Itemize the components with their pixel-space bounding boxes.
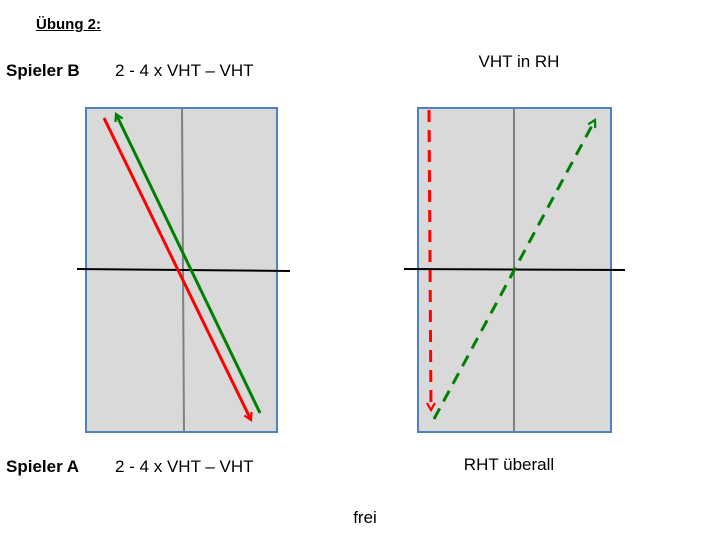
right-table-bottom-caption: RHT überall: [463, 455, 555, 474]
player-b-drill: 2 - 4 x VHT – VHT: [115, 61, 254, 80]
left-table-net: [76, 268, 291, 272]
left-green-arrow: [116, 114, 262, 414]
right-red-dashed-arrow: [429, 109, 431, 410]
left-red-arrow: [102, 117, 251, 420]
player-b-label: Spieler B: [6, 61, 80, 80]
exercise-title: Übung 2:: [36, 16, 101, 33]
footer-text: frei: [353, 508, 377, 527]
left-table: [76, 107, 291, 433]
player-a-label: Spieler A: [6, 457, 80, 476]
right-green-dashed-arrow: [432, 120, 597, 420]
player-a-drill: 2 - 4 x VHT – VHT: [115, 457, 254, 476]
right-table: [403, 107, 626, 433]
right-table-top-caption: VHT in RH: [478, 52, 560, 71]
